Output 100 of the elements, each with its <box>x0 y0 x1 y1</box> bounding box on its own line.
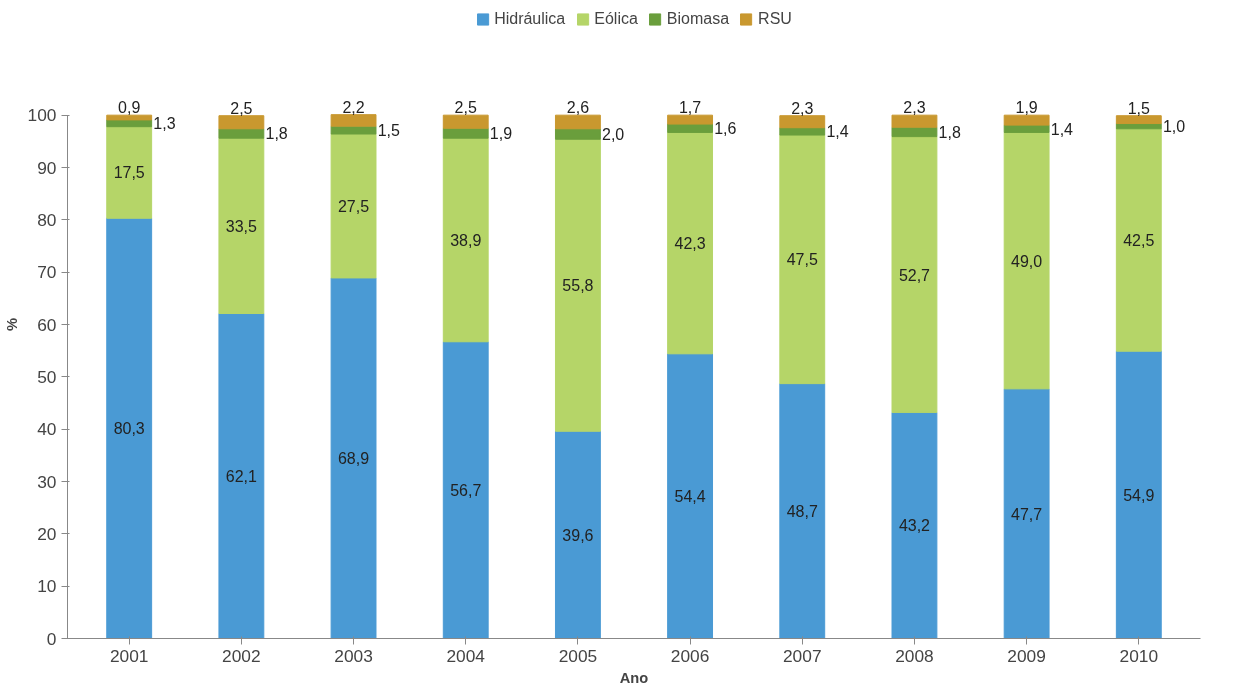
data-label: 33,5 <box>225 217 258 235</box>
data-label: 27,5 <box>337 197 370 215</box>
bar <box>442 341 489 639</box>
legend-label: RSU <box>758 10 792 28</box>
data-label: 2,3 <box>903 99 926 117</box>
bar <box>218 137 265 315</box>
bar <box>442 127 489 139</box>
bar <box>891 136 938 413</box>
data-label: 2,5 <box>454 99 477 117</box>
bar <box>218 128 265 139</box>
bar <box>218 115 265 130</box>
data-label: 54,4 <box>674 488 706 506</box>
data-label: 2,6 <box>566 99 590 117</box>
x-tick-label: 2001 <box>109 645 149 666</box>
bar <box>442 114 489 129</box>
data-label: 49,0 <box>1011 252 1043 270</box>
bar <box>779 134 826 385</box>
y-axis-title: % <box>3 317 20 332</box>
bar <box>442 137 489 343</box>
bar <box>554 430 601 639</box>
bar <box>1003 388 1050 639</box>
data-label: 1,0 <box>1162 118 1186 136</box>
bar <box>667 353 714 639</box>
bar <box>106 126 153 219</box>
bar <box>1003 114 1050 126</box>
y-tick-label: 100 <box>27 105 57 126</box>
data-label: 47,7 <box>1011 505 1043 523</box>
data-label: 17,5 <box>113 164 145 182</box>
x-tick-label: 2007 <box>782 645 822 666</box>
data-label: 39,6 <box>562 526 594 544</box>
x-tick-label: 2010 <box>1119 645 1159 666</box>
x-tick-label: 2005 <box>558 645 598 666</box>
y-tick-label: 0 <box>46 628 57 649</box>
bar <box>779 383 826 639</box>
y-tick-label: 70 <box>37 262 57 283</box>
bar <box>1115 115 1162 125</box>
data-label: 2,3 <box>791 99 814 117</box>
bar <box>1115 350 1162 639</box>
bar <box>106 114 153 121</box>
bar <box>779 127 826 136</box>
x-axis-title: Ano <box>619 669 649 686</box>
y-tick-label: 50 <box>37 366 57 387</box>
data-label: 42,3 <box>674 235 706 253</box>
bar <box>330 114 377 127</box>
bar <box>554 114 601 130</box>
data-label: 2,0 <box>602 126 625 144</box>
data-label: 1,8 <box>938 123 961 141</box>
y-tick-label: 20 <box>37 523 57 544</box>
data-label: 2,2 <box>342 98 365 116</box>
data-label: 55,8 <box>562 277 594 295</box>
data-label: 42,5 <box>1123 231 1155 249</box>
y-tick-label: 80 <box>37 209 57 230</box>
x-tick-label: 2003 <box>334 645 373 666</box>
data-label: 47,5 <box>786 251 818 269</box>
data-label: 1,5 <box>1127 99 1151 117</box>
bar <box>891 411 938 639</box>
x-tick-label: 2002 <box>222 645 261 666</box>
data-label: 1,9 <box>1015 99 1038 117</box>
data-label: 54,9 <box>1123 486 1155 504</box>
data-label: 1,9 <box>489 125 513 143</box>
x-tick-label: 2008 <box>895 645 934 666</box>
bar <box>667 131 714 355</box>
legend-label: Eólica <box>594 10 638 28</box>
data-label: 1,5 <box>377 122 401 140</box>
bar <box>330 125 377 135</box>
data-label: 56,7 <box>450 482 482 500</box>
data-label: 48,7 <box>786 503 818 521</box>
y-tick-label: 40 <box>37 419 57 440</box>
y-tick-label: 90 <box>37 157 57 178</box>
bar <box>891 114 938 128</box>
data-label: 1,3 <box>153 115 176 133</box>
bar <box>218 313 265 639</box>
bar <box>106 217 153 639</box>
data-label: 68,9 <box>337 450 370 468</box>
bar <box>330 277 377 639</box>
data-label: 0,9 <box>118 99 141 117</box>
bar <box>1115 128 1162 352</box>
x-tick-label: 2009 <box>1007 645 1046 666</box>
bar <box>330 133 377 279</box>
data-label: 1,4 <box>826 123 849 141</box>
legend-label: Biomasa <box>666 10 730 28</box>
legend-label: Hidráulica <box>494 10 566 28</box>
bar <box>779 115 826 129</box>
data-label: 1,7 <box>678 99 702 117</box>
data-label: 43,2 <box>898 517 931 535</box>
x-tick-label: 2004 <box>446 645 486 666</box>
data-label: 2,5 <box>230 99 253 117</box>
bar <box>667 114 714 125</box>
bar <box>554 138 601 432</box>
data-label: 1,8 <box>265 125 288 143</box>
y-tick-label: 30 <box>37 471 57 492</box>
x-tick-label: 2006 <box>670 645 710 666</box>
data-label: 52,7 <box>898 266 931 284</box>
data-label: 62,1 <box>225 468 258 486</box>
y-tick-label: 10 <box>37 576 57 597</box>
bar <box>554 128 601 140</box>
data-label: 38,9 <box>450 231 482 249</box>
y-tick-label: 60 <box>37 314 57 335</box>
data-label: 80,3 <box>113 420 145 438</box>
data-label: 1,4 <box>1050 120 1074 138</box>
